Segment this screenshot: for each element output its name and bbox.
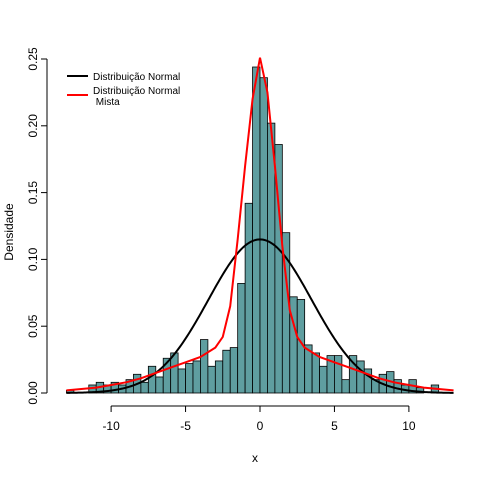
y-tick-label: 0.20 — [26, 114, 40, 138]
histogram-bar — [155, 376, 164, 394]
histogram-bar — [192, 360, 201, 394]
x-axis-title: x — [252, 451, 258, 465]
histogram-bar — [252, 66, 261, 394]
legend: Distribuição Normal Distribuição Normal … — [67, 72, 180, 108]
histogram-bar — [177, 368, 186, 394]
histogram-bar — [170, 352, 179, 394]
histogram-bar — [140, 381, 149, 394]
histogram-bars — [66, 66, 440, 394]
histogram-bar — [222, 349, 231, 394]
histogram-bar — [185, 363, 194, 394]
x-tick-label: 0 — [257, 419, 264, 433]
legend-label-normal: Distribuição Normal — [93, 72, 180, 83]
histogram-bar — [356, 360, 365, 394]
histogram-bar — [229, 347, 239, 394]
histogram-bar — [319, 365, 328, 394]
y-axis-title: Densidade — [2, 203, 16, 261]
x-axis: -10 -5 0 5 10 — [102, 405, 416, 433]
y-axis: 0.00 0.05 0.10 0.15 0.20 0.25 — [26, 47, 48, 405]
mixed-normal-density-line — [66, 57, 454, 392]
legend-label-mixed-line2: Mista — [93, 97, 120, 108]
histogram-bar — [244, 202, 253, 394]
histogram-bar — [207, 365, 216, 394]
x-tick-label: 5 — [331, 419, 338, 433]
normal-density-line — [66, 238, 454, 394]
histogram-bar — [311, 352, 320, 394]
density-curves — [66, 57, 454, 394]
histogram-bar — [147, 365, 157, 394]
y-tick-label: 0.25 — [26, 47, 40, 71]
y-tick-label: 0.15 — [26, 181, 40, 205]
y-tick-label: 0.05 — [26, 314, 40, 338]
histogram-bar — [259, 77, 268, 394]
x-tick-label: 10 — [402, 419, 416, 433]
legend-label-mixed: Distribuição Normal — [93, 86, 180, 97]
histogram-bar — [214, 360, 224, 394]
y-tick-label: 0.00 — [26, 381, 40, 405]
histogram-bar — [341, 379, 350, 394]
histogram-bar — [237, 283, 246, 394]
y-tick-label: 0.10 — [26, 247, 40, 271]
histogram-bar — [334, 355, 343, 394]
x-tick-label: -10 — [102, 419, 120, 433]
x-tick-label: -5 — [180, 419, 191, 433]
histogram-bar — [200, 339, 209, 394]
